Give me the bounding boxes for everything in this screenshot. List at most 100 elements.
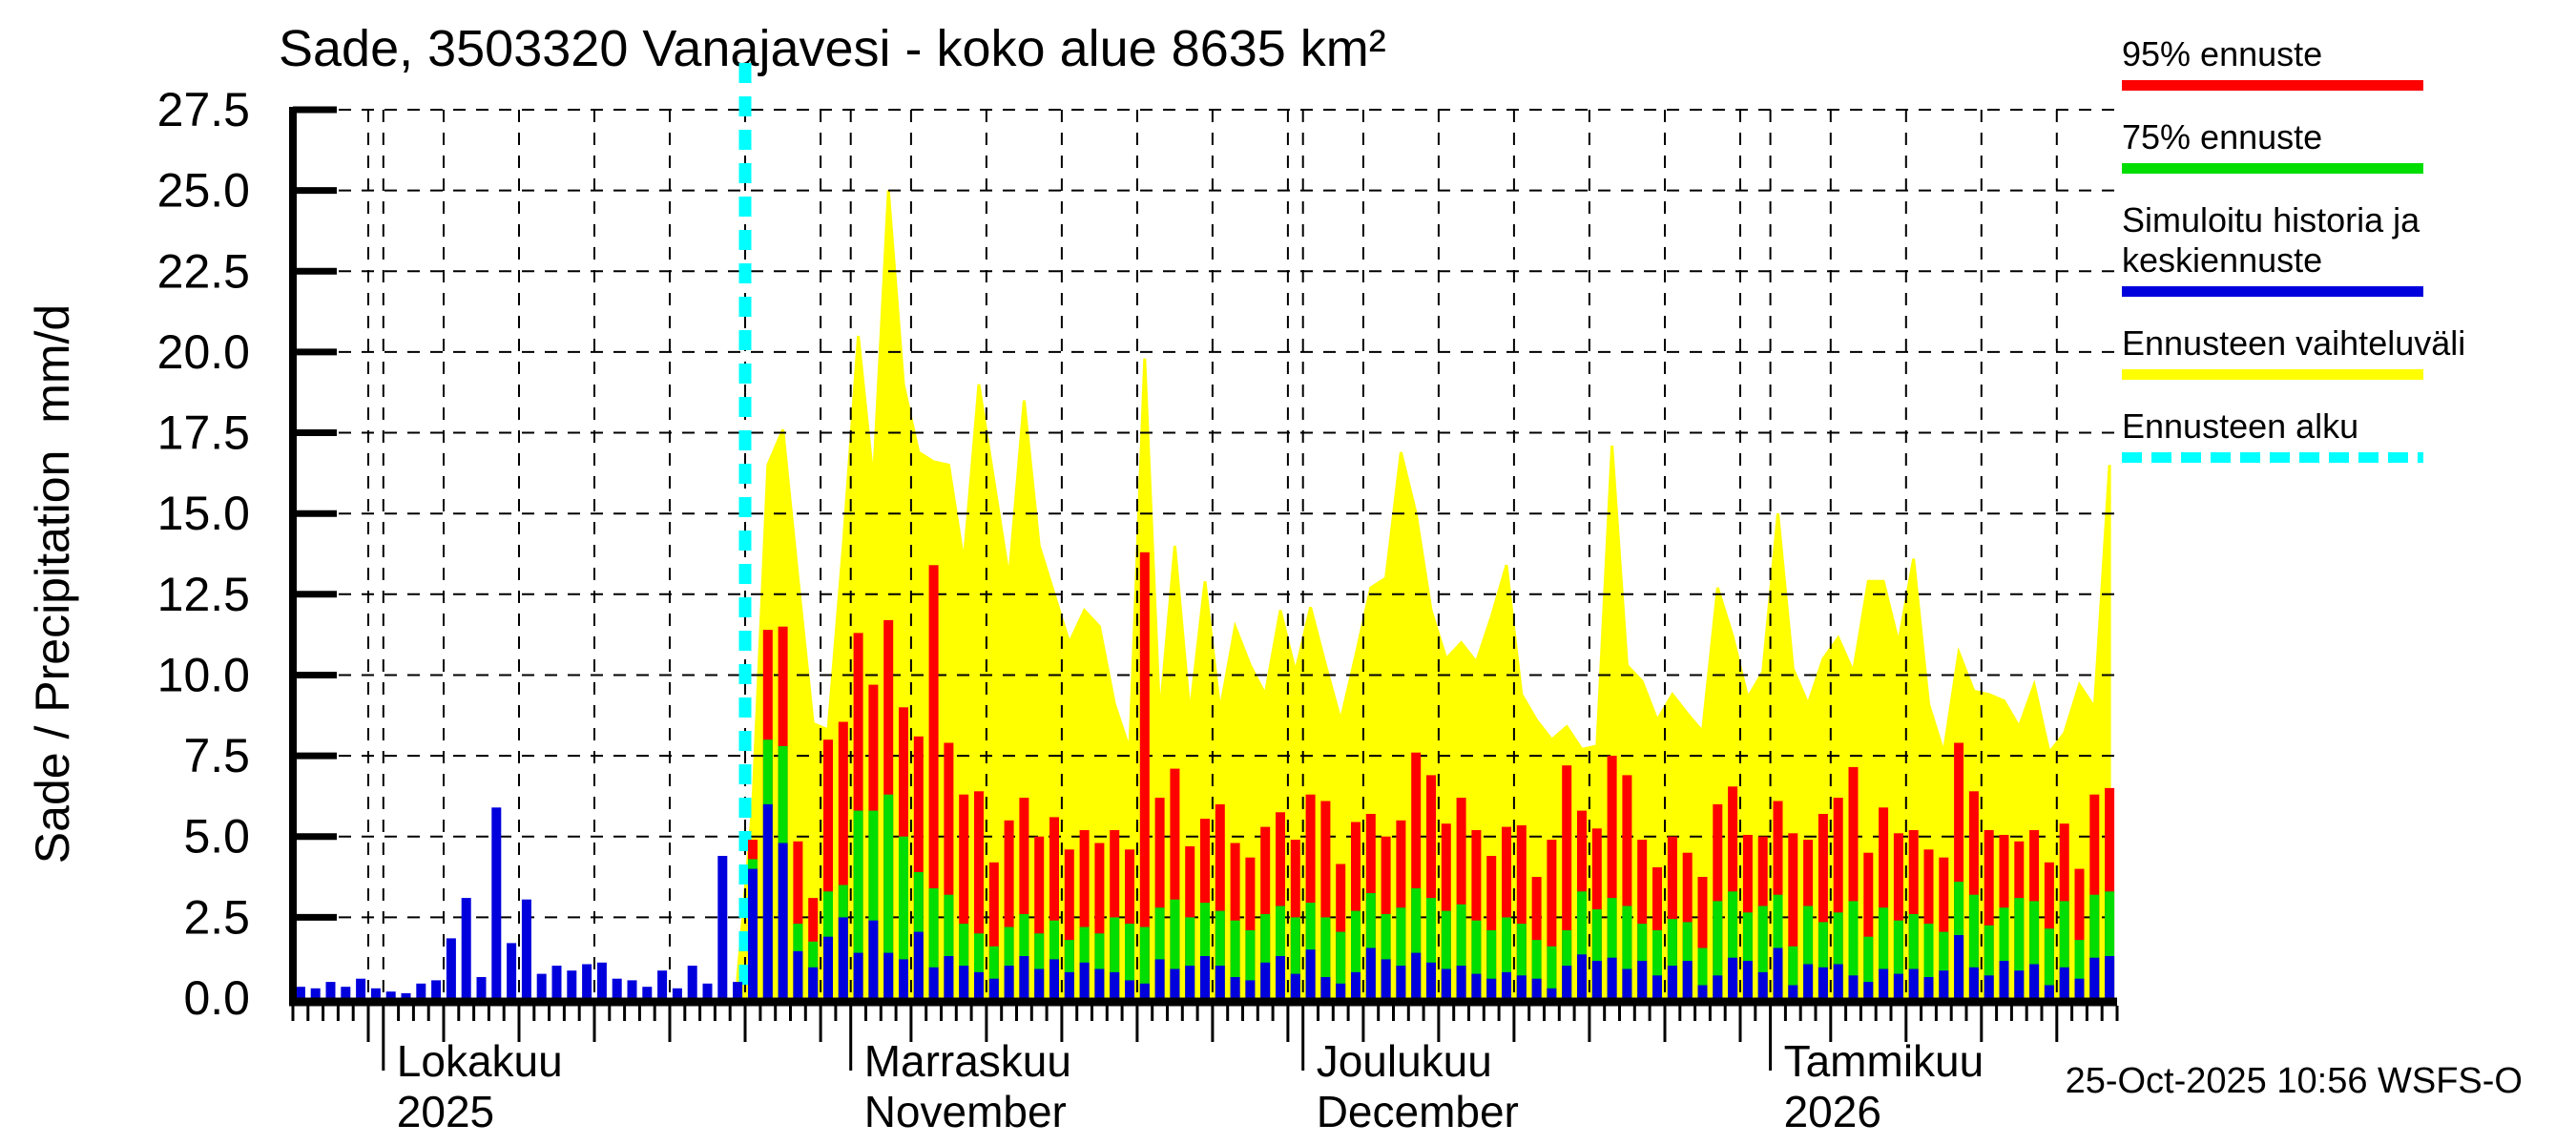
legend-item-95-ennuste: 95% ennuste (2122, 34, 2570, 91)
p95-bar (1984, 830, 1994, 998)
history-bar (491, 807, 502, 998)
median-bar (1954, 935, 1964, 998)
y-tick-label: 12.5 (157, 568, 250, 621)
median-bar (959, 966, 969, 998)
p75-bar (2059, 901, 2069, 998)
median-bar (1833, 964, 1843, 998)
legend: 95% ennuste 75% ennuste Simuloitu histor… (2122, 34, 2570, 489)
history-bar (416, 983, 426, 998)
history-bar (431, 980, 442, 998)
history-bar (476, 977, 487, 998)
history-bar (596, 962, 607, 998)
p75-bar (988, 946, 999, 998)
median-bar (1908, 968, 1919, 998)
p75-bar (1139, 926, 1150, 998)
p95-bar (1049, 817, 1059, 998)
p95-bar (1879, 807, 1889, 998)
p75-bar (2044, 928, 2054, 998)
p95-bar (1863, 852, 1874, 998)
median-bar (1516, 975, 1527, 998)
p75-bar (1125, 924, 1134, 998)
legend-item-simuloitu-historia: Simuloitu historia ja keskiennuste (2122, 200, 2570, 297)
month-label: Marraskuu November (864, 1036, 1071, 1137)
median-bar (988, 978, 999, 998)
median-bar (1879, 968, 1889, 998)
p75-bar (1365, 893, 1376, 998)
median-bar (1607, 957, 1617, 998)
p75-bar (1290, 917, 1300, 998)
p95-bar (1019, 798, 1029, 998)
p75-bar (1893, 920, 1903, 998)
legend-label: 75% ennuste (2122, 117, 2323, 156)
p75-bar (1260, 914, 1271, 998)
median-bar (974, 971, 984, 998)
median-bar (1245, 980, 1256, 998)
median-bar (1999, 961, 2009, 998)
median-bar (868, 920, 879, 998)
y-tick-label: 22.5 (157, 244, 250, 298)
p75-bar (1591, 908, 1602, 998)
p95-bar (1004, 820, 1014, 998)
median-bar (1351, 971, 1361, 998)
y-tick-label: 27.5 (157, 83, 250, 136)
median-bar (1773, 947, 1783, 998)
p95-bar (1818, 814, 1828, 998)
median-bar (1049, 959, 1059, 998)
p75-bar (1833, 912, 1843, 998)
median-bar (1215, 966, 1225, 998)
p75-bar (2089, 894, 2100, 998)
p75-bar (1351, 910, 1361, 998)
median-bar (1230, 977, 1240, 998)
legend-label: Ennusteen alku (2122, 406, 2359, 446)
p95-bar (1788, 833, 1798, 998)
median-bar (1757, 971, 1768, 998)
p75-bar (928, 887, 939, 998)
legend-swatch-median (2122, 286, 2423, 297)
history-bar (733, 982, 743, 998)
median-bar (1064, 971, 1074, 998)
median-bar (928, 967, 939, 998)
p95-bar (1531, 877, 1542, 998)
median-bar (1591, 961, 1602, 998)
median-bar (1456, 966, 1466, 998)
p75-bar (1728, 891, 1738, 998)
p75-bar (1245, 929, 1256, 998)
month-label: Lokakuu 2025 (397, 1036, 563, 1137)
median-bar (1125, 980, 1134, 998)
p75-bar (959, 924, 969, 998)
median-bar (1818, 967, 1828, 998)
history-bar (325, 982, 336, 998)
legend-swatch-forecast-start (2122, 452, 2423, 463)
p75-bar (1034, 933, 1045, 998)
median-bar (1486, 978, 1497, 998)
p75-bar (1773, 894, 1783, 998)
p75-bar (1577, 891, 1587, 998)
median-bar (838, 917, 848, 998)
p75-bar (1923, 924, 1934, 998)
month-name: Lokakuu (396, 1036, 563, 1086)
median-bar (1637, 961, 1648, 998)
median-bar (1803, 964, 1814, 998)
p75-bar (1396, 907, 1406, 998)
median-bar (1547, 988, 1557, 998)
history-bar (461, 898, 471, 998)
p95-bar (1320, 801, 1331, 998)
median-bar (2044, 985, 2054, 998)
p95-bar (1893, 833, 1903, 998)
median-bar (1531, 978, 1542, 998)
p75-bar (1064, 940, 1074, 998)
p95-bar (1456, 798, 1466, 998)
median-bar (2105, 956, 2115, 998)
median-bar (1652, 975, 1662, 998)
p75-bar (944, 894, 954, 998)
median-bar (1004, 966, 1014, 998)
p95-bar (1622, 775, 1632, 998)
p95-bar (974, 791, 984, 998)
y-tick-label: 0.0 (183, 971, 250, 1025)
p75-bar (868, 810, 879, 998)
p95-bar (2074, 868, 2085, 998)
p75-bar (1562, 929, 1572, 998)
p75-bar (1185, 917, 1195, 998)
median-bar (1139, 983, 1150, 998)
